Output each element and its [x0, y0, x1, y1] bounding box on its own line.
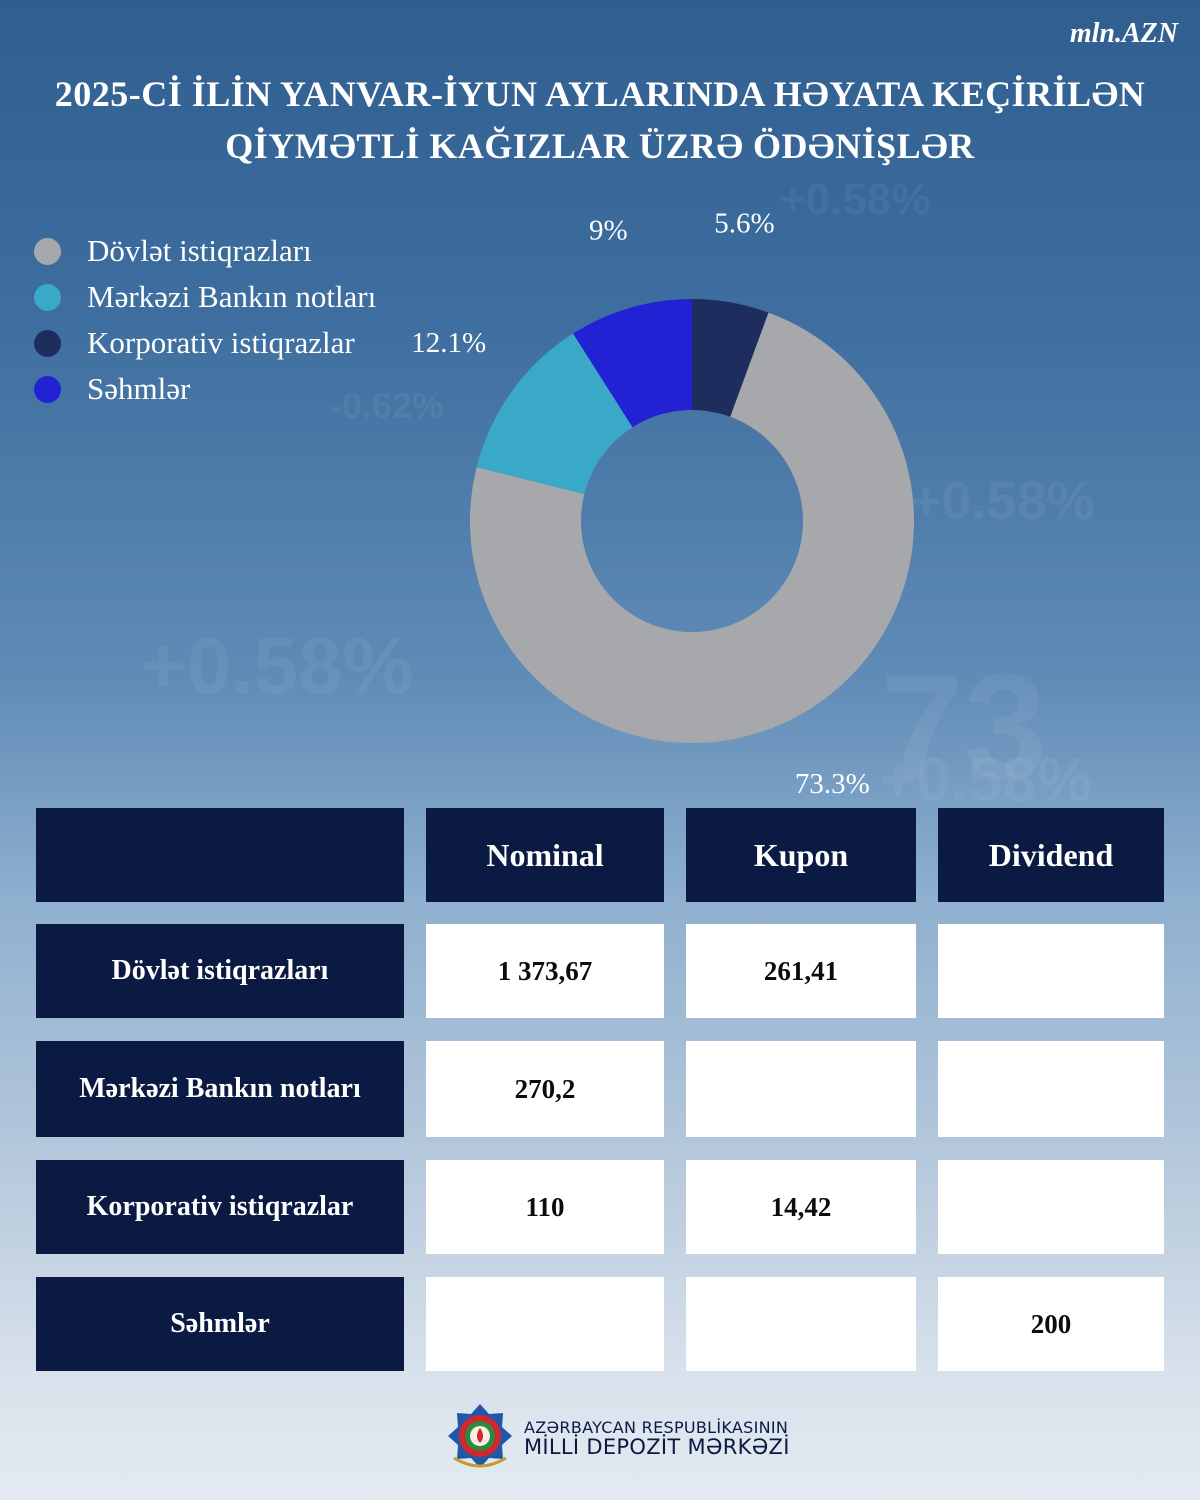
footer-org-line-1: AZƏRBAYCAN RESPUBLİKASININ [524, 1417, 789, 1437]
donut-data-label: 73.3% [795, 768, 870, 800]
table-cell-dividend [938, 1041, 1164, 1137]
table-cell-nominal: 1 373,67 [426, 924, 664, 1018]
table-row-label: Mərkəzi Bankın notları [36, 1041, 404, 1137]
table-row-label: Dövlət istiqrazları [36, 924, 404, 1018]
donut-slice-2 [692, 299, 769, 417]
donut-data-label: 9% [589, 215, 628, 247]
legend-swatch [34, 283, 61, 311]
table-header-nominal: Nominal [426, 808, 664, 902]
table-header-corner [36, 808, 404, 902]
footer-text: AZƏRBAYCAN RESPUBLİKASININ MİLLİ DEPOZİT… [524, 1418, 790, 1459]
table-cell-kupon: 261,41 [686, 924, 916, 1018]
table-cell-nominal: 110 [426, 1160, 664, 1254]
legend-item: Səhmlər [34, 366, 376, 412]
unit-label: mln.AZN [1069, 18, 1178, 49]
chart-legend: Dövlət istiqrazları Mərkəzi Bankın notlar… [34, 228, 376, 412]
chart-title-line-1: 2025-Cİ İLİN YANVAR-İYUN AYLARINDA HƏYAT… [54, 74, 1146, 114]
table-cell-nominal [426, 1277, 664, 1371]
table-cell-dividend [938, 1160, 1164, 1254]
table-row-label: Korporativ istiqrazlar [36, 1160, 404, 1254]
donut-slice-3 [573, 299, 692, 428]
legend-label: Mərkəzi Bankın notları [87, 279, 377, 314]
azerbaijan-emblem-icon [448, 1404, 512, 1468]
legend-label: Dövlət istiqrazları [87, 233, 312, 268]
footer-org-line-2: MİLLİ DEPOZİT MƏRKƏZİ [524, 1434, 790, 1459]
table-cell-nominal: 270,2 [426, 1041, 664, 1137]
donut-data-label: 12.1% [411, 327, 486, 359]
table-row-label: Səhmlər [36, 1277, 404, 1371]
donut-chart: 5.6% 73.3% 12.1% 9% [411, 207, 914, 800]
donut-slice-0 [470, 312, 914, 743]
legend-label: Səhmlər [87, 371, 191, 406]
legend-swatch [34, 375, 61, 403]
legend-item: Mərkəzi Bankın notları [34, 274, 376, 320]
table-header-kupon: Kupon [686, 808, 916, 902]
donut-slice-1 [476, 333, 633, 495]
legend-swatch [34, 329, 61, 357]
table-cell-dividend: 200 [938, 1277, 1164, 1371]
table-cell-dividend [938, 924, 1164, 1018]
donut-data-label: 5.6% [714, 207, 774, 239]
table-cell-kupon [686, 1277, 916, 1371]
legend-swatch [34, 237, 61, 265]
table-cell-kupon: 14,42 [686, 1160, 916, 1254]
legend-item: Dövlət istiqrazları [34, 228, 376, 274]
footer-branding: AZƏRBAYCAN RESPUBLİKASININ MİLLİ DEPOZİT… [446, 1402, 790, 1474]
legend-label: Korporativ istiqrazlar [87, 325, 355, 360]
chart-title-line-2: QİYMƏTLİ KAĞIZLAR ÜZRƏ ÖDƏNİŞLƏR [225, 126, 975, 166]
table-cell-kupon [686, 1041, 916, 1137]
legend-item: Korporativ istiqrazlar [34, 320, 376, 366]
table-header-dividend: Dividend [938, 808, 1164, 902]
chart-title: 2025-Cİ İLİN YANVAR-İYUN AYLARINDA HƏYAT… [0, 68, 1200, 172]
